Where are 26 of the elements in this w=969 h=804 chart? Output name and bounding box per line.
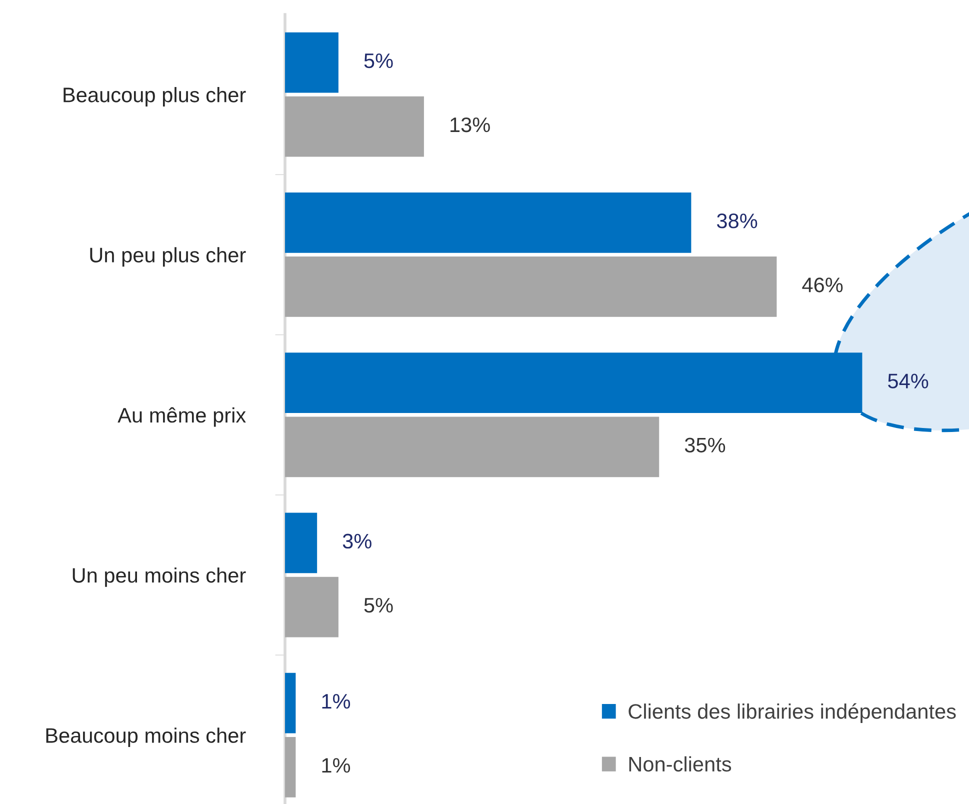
bar bbox=[285, 736, 296, 798]
bar bbox=[285, 576, 338, 638]
bar bbox=[285, 192, 692, 253]
y-tick-label: Beaucoup plus cher bbox=[64, 87, 246, 106]
data-label: 13% bbox=[450, 117, 490, 132]
y-tick-label: Au même prix bbox=[118, 407, 246, 427]
legend-label: Non-clients bbox=[629, 756, 732, 772]
y-tick-label: Un peu plus cher bbox=[90, 247, 246, 267]
data-label: 1% bbox=[322, 758, 350, 773]
bar bbox=[285, 416, 660, 478]
data-label: 1% bbox=[322, 694, 350, 709]
bar bbox=[285, 512, 318, 574]
bar bbox=[285, 96, 424, 157]
data-label: 46% bbox=[802, 278, 843, 292]
data-label: 54% bbox=[888, 374, 928, 388]
y-tick-label: Un peu moins cher bbox=[72, 567, 246, 587]
data-label: 35% bbox=[684, 438, 726, 452]
bar bbox=[285, 32, 338, 93]
data-label: 3% bbox=[342, 534, 372, 549]
data-label: 5% bbox=[364, 598, 393, 613]
legend-label: Clients des librairies indépendantes bbox=[628, 703, 956, 723]
bar bbox=[285, 672, 296, 734]
data-label: 5% bbox=[364, 53, 393, 68]
bar bbox=[285, 256, 777, 317]
y-tick-label: Beaucoup moins cher bbox=[46, 728, 246, 748]
data-label: 38% bbox=[716, 214, 758, 228]
